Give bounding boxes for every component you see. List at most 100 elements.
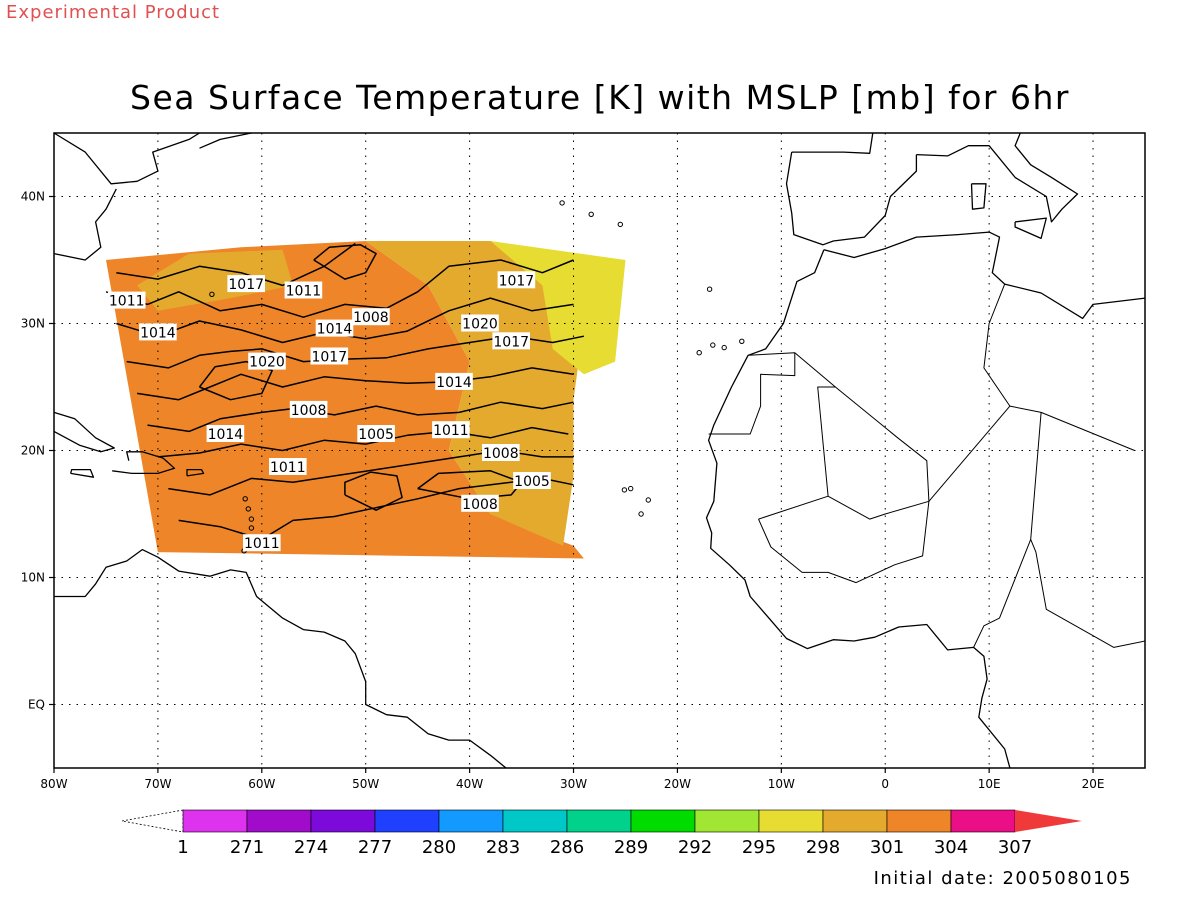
- colorbar-label-298: 298: [806, 837, 840, 858]
- isobar-label-text: 1011: [286, 284, 322, 300]
- border-6: [1030, 412, 1146, 648]
- isobar-label-10: 1020: [248, 352, 286, 371]
- chart-title: Sea Surface Temperature [K] with MSLP [m…: [130, 78, 1070, 117]
- island-outline-15: [248, 525, 255, 531]
- coastlines: [53, 132, 1146, 769]
- coastline-sicily: [1014, 217, 1047, 240]
- coastline-africa-north: [823, 231, 1146, 320]
- island-outline-2: [645, 497, 651, 503]
- isobar-label-8: 1017: [492, 332, 530, 350]
- isobar-label-bg: [310, 347, 349, 365]
- isobar-label-text: 1017: [311, 350, 347, 366]
- island-outline-3: [621, 487, 628, 493]
- island-outline-13: [245, 506, 252, 512]
- island-outline-17: [209, 291, 215, 297]
- isobar-label-bg: [461, 314, 499, 332]
- isobar-label-bg: [432, 421, 470, 439]
- coastline-puerto-rico: [186, 468, 205, 477]
- coastline-sardinia: [970, 183, 987, 210]
- colorbar-label-280: 280: [422, 837, 456, 858]
- isobar-label-bg: [107, 291, 146, 309]
- lon-tick-label-10E: 10E: [978, 777, 1001, 791]
- isobar-line-6: [157, 426, 569, 458]
- island-outline-5: [710, 342, 716, 348]
- sst-region-301-2: [137, 249, 293, 311]
- isobar-line-9: [344, 471, 403, 511]
- isobar-line-5: [147, 401, 574, 433]
- isobar-label-7: 1014: [315, 319, 354, 338]
- coastline-africa-west: [705, 249, 1011, 769]
- isobar-label-0: 1017: [227, 275, 265, 293]
- isobar-line-1: [105, 259, 574, 318]
- isobar-label-bg: [243, 534, 281, 552]
- coastline-north-america: [53, 132, 200, 185]
- island-outline-0: [628, 485, 634, 492]
- lon-tick-label-40W: 40W: [456, 777, 483, 791]
- isobar-label-text: 1008: [291, 403, 327, 419]
- isobar-label-text: 1014: [208, 427, 244, 443]
- island-outline-12: [248, 516, 255, 522]
- isobar-label-2: 1011: [107, 291, 146, 310]
- island-outline-14: [242, 496, 248, 502]
- lon-tick-label-60W: 60W: [248, 777, 275, 791]
- lat-tick-label-EQ: EQ: [28, 698, 45, 712]
- coastline-cuba: [53, 411, 115, 453]
- isobar-label-text: 1020: [249, 355, 285, 371]
- colorbar-label-289: 289: [614, 837, 648, 858]
- lon-tick-label-70W: 70W: [144, 777, 171, 791]
- colorbar-swatch-9: [758, 809, 824, 833]
- colorbar-label-301: 301: [870, 837, 904, 858]
- lat-tick-label-30N: 30N: [21, 317, 45, 331]
- isobar-label-text: 1011: [244, 536, 280, 552]
- isobar-line-10: [313, 244, 377, 280]
- isobar-label-14: 1011: [432, 421, 470, 439]
- isobar-label-text: 1011: [109, 294, 145, 310]
- island-outline-9: [588, 211, 594, 218]
- colorbar-swatch-8: [694, 809, 760, 833]
- isobar-label-bg: [352, 308, 390, 326]
- coastline-nova-scotia: [199, 132, 252, 149]
- sst-region-301-1: [365, 241, 584, 546]
- border-0: [708, 352, 796, 435]
- colorbar-label-307: 307: [998, 837, 1032, 858]
- lon-tick-label-30W: 30W: [560, 777, 587, 791]
- map-axes: 80W 70W 60W 50W 40W 30W 20W 10W 0 10E 20E 40N 30N 20N…: [21, 190, 1105, 792]
- coastline-jamaica: [69, 468, 95, 478]
- colorbar-swatch-12: [950, 809, 1016, 833]
- border-3: [928, 405, 1135, 502]
- isobar-label-bg: [435, 372, 473, 390]
- colorbar-label-286: 286: [550, 837, 584, 858]
- coastline-iberia: [785, 151, 918, 246]
- isobar-label-1: 1011: [284, 281, 323, 300]
- isobar-label-text: 1017: [499, 273, 535, 289]
- contour-labels: 1017 1011 1011 1017 1008 1020 1014 1014 1017 1017…: [107, 271, 551, 552]
- colorbar-over-triangle: [1015, 810, 1082, 832]
- colorbar-swatch-6: [566, 809, 632, 833]
- lon-tick-label-20E: 20E: [1082, 777, 1105, 791]
- isobar-label-text: 1014: [317, 322, 353, 338]
- island-outline-10: [559, 200, 565, 206]
- coastline-france-italy: [916, 132, 1079, 223]
- lon-tick-label-0: 0: [881, 777, 889, 791]
- isobar-label-bg: [357, 425, 395, 442]
- colorbar-swatch-3: [374, 809, 440, 833]
- isobar-label-13: 1005: [357, 425, 395, 443]
- sst-region-298-3: [490, 241, 626, 375]
- colorbar-label-283: 283: [486, 837, 520, 858]
- isobar-label-text: 1011: [270, 460, 306, 476]
- coastline-bay-of-biscay: [791, 132, 874, 154]
- isobar-label-bg: [248, 352, 286, 370]
- lon-tick-label-80W: 80W: [40, 777, 67, 791]
- colorbar-swatch-0: [182, 809, 248, 833]
- isobar-label-12: 1008: [289, 400, 328, 419]
- colorbar: 1 271 274 277 280 283 286 289 292 295 298 301 304 307: [121, 809, 1082, 858]
- colorbar-swatch-11: [886, 809, 952, 833]
- colorbar-swatch-1: [246, 809, 312, 833]
- isobar-label-bg: [227, 275, 265, 293]
- lat-tick-label-10N: 10N: [21, 571, 45, 585]
- colorbar-label-274: 274: [294, 837, 328, 858]
- isobar-label-text: 1020: [462, 317, 498, 333]
- colorbar-swatch-5: [502, 809, 568, 833]
- border-4: [983, 283, 1011, 407]
- colorbar-swatch-7: [630, 809, 696, 833]
